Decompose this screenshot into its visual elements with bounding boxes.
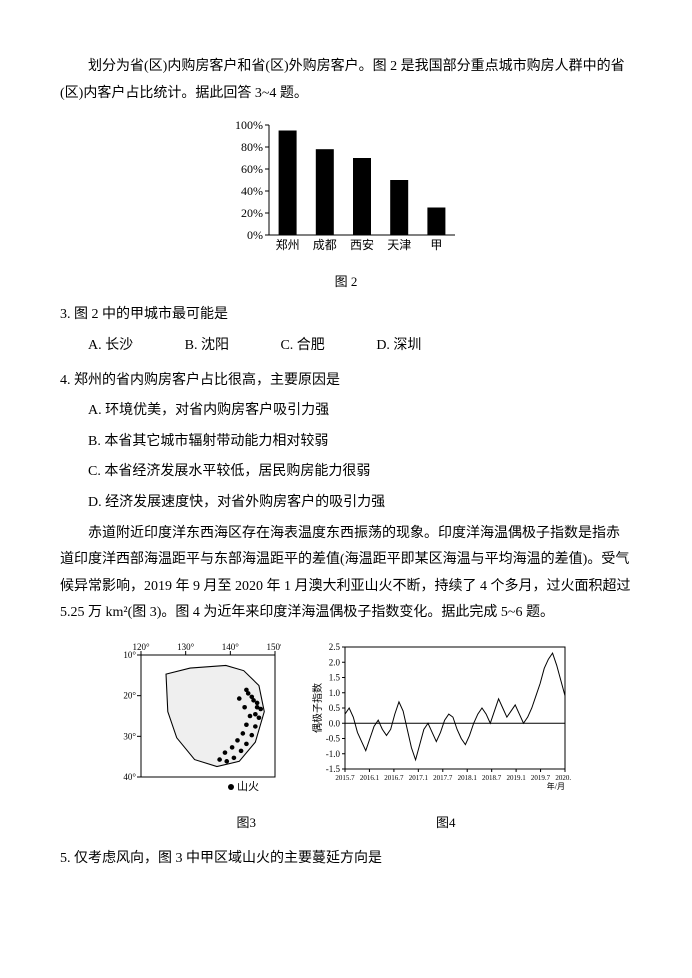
svg-text:2018.1: 2018.1 xyxy=(458,774,478,782)
svg-text:2015.7: 2015.7 xyxy=(335,774,355,782)
svg-text:西安: 西安 xyxy=(350,237,374,252)
svg-text:0.5: 0.5 xyxy=(329,703,341,713)
svg-text:-1.0: -1.0 xyxy=(326,749,341,759)
svg-text:2019.7: 2019.7 xyxy=(531,774,551,782)
q4-stem: 4. 郑州的省内购房客户占比很高，主要原因是 xyxy=(60,368,632,395)
svg-text:2019.1: 2019.1 xyxy=(506,774,526,782)
figure-2-caption: 图 2 xyxy=(60,270,632,295)
intro-56: 赤道附近印度洋东西海区存在海表温度东西振荡的现象。印度洋海温偶极子指数是指赤道印… xyxy=(60,521,632,627)
svg-text:-1.5: -1.5 xyxy=(326,764,341,774)
figure-captions-row: 图3 图4 xyxy=(60,811,632,836)
figure-2: 0% 20% 40% 60% 80% 100% 郑州成都西安天津 甲 图 2 xyxy=(60,117,632,294)
figure-3-caption: 图3 xyxy=(236,811,256,836)
q3-opt-c: C. 合肥 xyxy=(280,333,324,360)
svg-text:1.5: 1.5 xyxy=(329,673,341,683)
figure-row: 120°130°140°150°10°20°30°40°山火 -1.5-1.0-… xyxy=(60,641,632,809)
svg-text:0%: 0% xyxy=(247,228,263,242)
q5-stem: 5. 仅考虑风向，图 3 中甲区域山火的主要蔓延方向是 xyxy=(60,846,632,873)
map-australia: 120°130°140°150°10°20°30°40°山火 xyxy=(121,641,281,809)
svg-text:10°: 10° xyxy=(123,650,136,660)
svg-text:成都: 成都 xyxy=(313,238,337,252)
intro-34: 划分为省(区)内购房客户和省(区)外购房客户。图 2 是我国部分重点城市购房人群… xyxy=(60,54,632,107)
q3-options: A. 长沙 B. 沈阳 C. 合肥 D. 深圳 xyxy=(60,333,632,360)
svg-text:2.0: 2.0 xyxy=(329,657,341,667)
q3-opt-d: D. 深圳 xyxy=(376,333,421,360)
svg-text:2018.7: 2018.7 xyxy=(482,774,502,782)
svg-text:140°: 140° xyxy=(222,642,240,652)
svg-text:2017.1: 2017.1 xyxy=(409,774,429,782)
q4-opt-a: A. 环境优美，对省内购房客户吸引力强 xyxy=(88,398,632,425)
svg-text:130°: 130° xyxy=(177,642,195,652)
svg-text:60%: 60% xyxy=(241,162,263,176)
q4-opt-c: C. 本省经济发展水平较低，居民购房能力很弱 xyxy=(88,459,632,486)
svg-text:天津: 天津 xyxy=(387,238,411,252)
q4-opt-d: D. 经济发展速度快，对省外购房客户的吸引力强 xyxy=(88,490,632,517)
svg-text:1.0: 1.0 xyxy=(329,688,341,698)
line-chart: -1.5 -1.0 -0.5 0.0 0.5 1.0 1.5 2.0 2.5 偶极子指数 2015.… xyxy=(311,641,571,809)
svg-text:20%: 20% xyxy=(241,206,263,220)
svg-text:2016.7: 2016.7 xyxy=(384,774,404,782)
svg-text:80%: 80% xyxy=(241,140,263,154)
bar-chart: 0% 20% 40% 60% 80% 100% 郑州成都西安天津 甲 xyxy=(231,117,461,257)
svg-text:0.0: 0.0 xyxy=(329,718,341,728)
svg-text:山火: 山火 xyxy=(237,780,259,793)
svg-text:2016.1: 2016.1 xyxy=(360,774,380,782)
svg-text:郑州: 郑州 xyxy=(276,237,300,252)
q3-opt-b: B. 沈阳 xyxy=(185,333,229,360)
svg-text:20°: 20° xyxy=(123,691,136,701)
q3-opt-a: A. 长沙 xyxy=(88,333,133,360)
figure-4-caption: 图4 xyxy=(436,811,456,836)
svg-text:100%: 100% xyxy=(235,118,263,132)
q4-opt-b: B. 本省其它城市辐射带动能力相对较弱 xyxy=(88,429,632,456)
svg-text:甲: 甲 xyxy=(430,238,442,252)
svg-text:40°: 40° xyxy=(123,772,136,782)
q3-stem: 3. 图 2 中的甲城市最可能是 xyxy=(60,302,632,329)
svg-text:40%: 40% xyxy=(241,184,263,198)
svg-text:偶极子指数: 偶极子指数 xyxy=(311,683,324,733)
svg-text:30°: 30° xyxy=(123,731,136,741)
svg-text:2020.1: 2020.1 xyxy=(555,774,571,782)
svg-text:年/月: 年/月 xyxy=(547,781,565,791)
svg-text:2.5: 2.5 xyxy=(329,642,341,652)
svg-text:150°: 150° xyxy=(266,642,281,652)
svg-text:-0.5: -0.5 xyxy=(326,734,341,744)
svg-text:2017.7: 2017.7 xyxy=(433,774,453,782)
